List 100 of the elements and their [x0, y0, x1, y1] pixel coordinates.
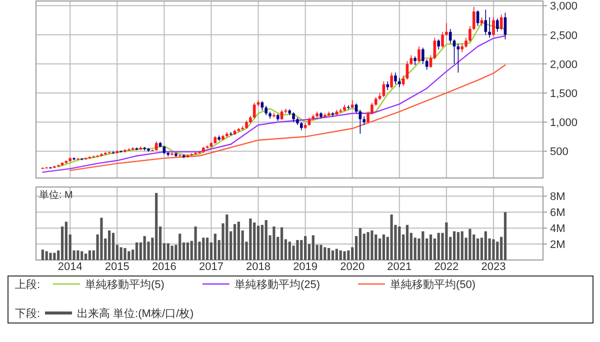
bar: [476, 238, 480, 260]
bar: [108, 230, 111, 260]
bar: [398, 226, 401, 260]
bar: [335, 248, 338, 260]
x-tick-label: 2021: [387, 261, 412, 273]
bar: [452, 231, 456, 260]
candlestick: [418, 46, 420, 63]
candlestick: [437, 39, 440, 50]
bar: [320, 244, 322, 260]
y-tick-label: 4M: [550, 223, 566, 236]
bar: [112, 232, 115, 260]
bar: [41, 250, 44, 260]
x-tick-label: 2023: [481, 261, 506, 273]
bar: [155, 192, 158, 260]
candlestick: [452, 39, 456, 64]
x-tick-label: 2022: [434, 261, 459, 273]
bar: [100, 218, 103, 260]
x-tick-label: 2016: [152, 261, 176, 273]
y-tick-label: 2,500: [550, 30, 578, 42]
bar: [296, 240, 299, 260]
bar: [304, 236, 307, 260]
bar: [382, 234, 386, 260]
y-tick-label: 1,500: [550, 88, 578, 100]
bar: [300, 240, 303, 260]
x-tick-label: 2019: [293, 261, 318, 273]
bar: [135, 242, 138, 260]
candlestick: [398, 77, 401, 88]
y-axis-title: 単位: M: [39, 189, 73, 201]
bar: [264, 220, 268, 260]
candlestick: [484, 9, 488, 36]
bar: [64, 222, 68, 260]
bar: [366, 232, 370, 260]
candlestick: [241, 126, 244, 131]
candlestick: [354, 103, 358, 114]
bar: [88, 250, 92, 260]
bar: [456, 232, 460, 260]
bar: [445, 222, 448, 260]
bar: [249, 218, 252, 260]
candlestick: [390, 72, 393, 89]
candlestick: [488, 16, 491, 38]
bar: [272, 226, 276, 260]
x-tick-label: 2014: [58, 261, 82, 273]
candlestick: [464, 37, 468, 48]
bar: [84, 254, 88, 260]
bar: [358, 228, 362, 260]
bar: [186, 242, 190, 260]
bar: [343, 251, 346, 260]
candlestick: [472, 6, 476, 31]
bar: [202, 238, 205, 260]
legend-label: 単純移動平均(5): [85, 279, 164, 291]
y-tick-label: 3,000: [550, 0, 578, 13]
bar: [492, 239, 495, 260]
candlestick: [492, 16, 495, 36]
bar: [288, 242, 291, 260]
candlestick: [402, 75, 405, 86]
candlestick: [339, 108, 342, 114]
candlestick: [292, 112, 295, 123]
y-tick-label: 6M: [550, 207, 566, 220]
candlestick: [445, 22, 448, 36]
bar: [484, 231, 487, 260]
candlestick: [468, 26, 472, 42]
bar: [429, 234, 432, 260]
legend-label: 出来高 単位:(M株/口/枚): [77, 307, 194, 320]
bar: [422, 231, 424, 260]
y-tick-label: 1,000: [550, 117, 578, 130]
y-tick-label: 500: [550, 146, 568, 158]
x-tick-label: 2018: [246, 261, 271, 273]
bar: [128, 251, 130, 260]
bar: [143, 236, 146, 260]
candlestick: [154, 140, 158, 152]
bar: [194, 226, 197, 260]
bar: [504, 212, 507, 260]
bar: [76, 250, 80, 260]
bar: [53, 252, 56, 260]
candlestick: [104, 151, 107, 156]
bar: [390, 214, 393, 260]
bar: [45, 251, 48, 260]
bar: [233, 224, 236, 260]
bar: [370, 230, 374, 260]
candlestick: [422, 47, 424, 64]
x-tick-label: 2017: [198, 261, 224, 273]
candlestick: [410, 54, 413, 66]
bar: [347, 250, 350, 260]
candlestick: [347, 104, 350, 110]
bar: [339, 250, 342, 260]
bar: [237, 222, 240, 260]
candlestick: [370, 102, 374, 115]
legend-title: 下段:: [15, 308, 40, 320]
bar: [280, 227, 284, 260]
bar: [331, 250, 334, 260]
candlestick: [496, 18, 499, 32]
bar: [256, 226, 260, 260]
bar: [406, 224, 409, 260]
candlestick: [429, 54, 432, 68]
bar: [460, 231, 464, 260]
bar: [124, 248, 126, 260]
y-tick-label: 8M: [550, 191, 566, 204]
bar: [312, 235, 314, 260]
bar: [178, 234, 182, 260]
candlestick: [264, 105, 268, 116]
